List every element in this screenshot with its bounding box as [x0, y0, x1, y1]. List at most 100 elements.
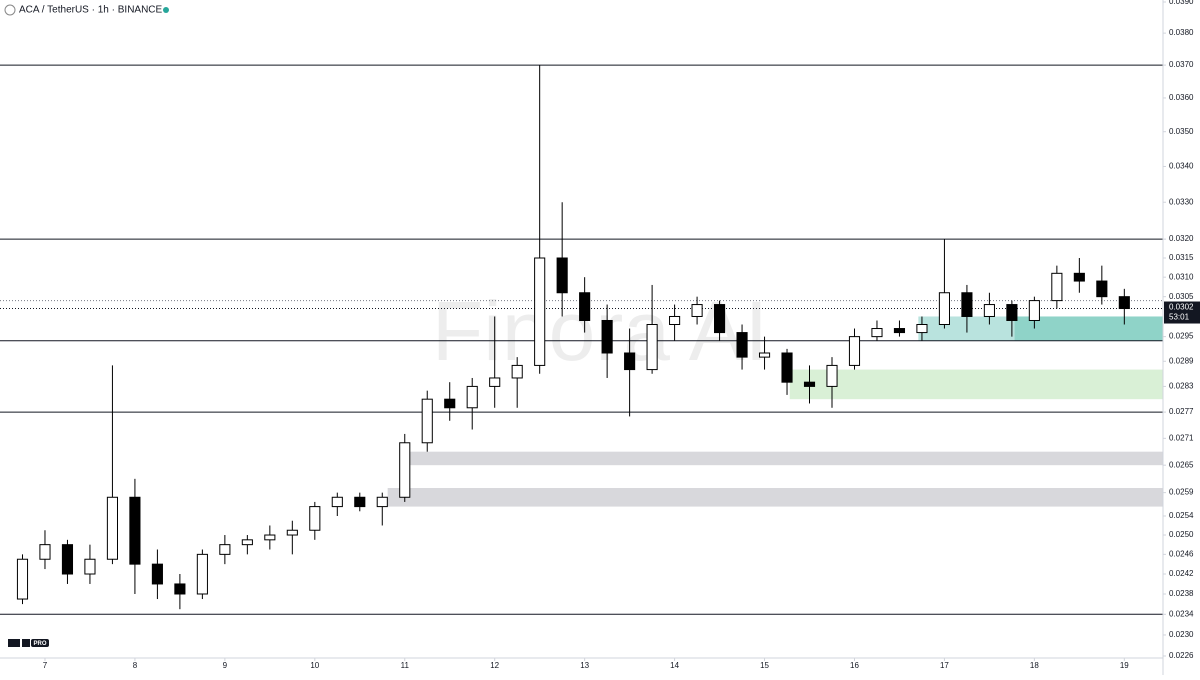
y-tick-label: 0.0238 [1169, 589, 1194, 598]
watermark: Finora AI [432, 284, 768, 378]
y-tick-label: 0.0350 [1169, 127, 1194, 136]
candle-body [331, 496, 343, 508]
candle-body [421, 398, 433, 444]
candle-body [848, 336, 861, 366]
status-dot [163, 7, 169, 13]
x-tick-label: 10 [310, 661, 319, 670]
y-tick-label: 0.0271 [1169, 433, 1194, 442]
candle-body [286, 529, 298, 536]
candle-body [1096, 280, 1108, 298]
y-tick-label: 0.0230 [1169, 630, 1194, 639]
symbol-icon [4, 4, 16, 16]
x-tick-label: 16 [850, 661, 859, 670]
candle-body [1073, 272, 1085, 282]
x-tick-label: 14 [670, 661, 679, 670]
candle-body [961, 292, 973, 317]
y-tick-label: 0.0283 [1169, 382, 1194, 391]
candle-body [781, 352, 793, 383]
candle-body [714, 304, 726, 334]
y-tick-label: 0.0242 [1169, 569, 1194, 578]
candle-body [1028, 300, 1040, 321]
candle-body [826, 364, 838, 387]
candle-body [601, 319, 613, 354]
candle-body [129, 496, 141, 565]
candle-body [893, 328, 906, 334]
x-tick-label: 18 [1030, 661, 1039, 670]
x-tick-label: 7 [43, 661, 48, 670]
symbol-title: ACA / TetherUS · 1h · BINANCE [19, 5, 163, 16]
last-price-box [1164, 301, 1200, 324]
y-tick-label: 0.0234 [1169, 609, 1194, 618]
y-tick-label: 0.0330 [1169, 197, 1194, 206]
y-tick-label: 0.0340 [1169, 162, 1194, 171]
x-tick-label: 17 [940, 661, 949, 670]
y-tick-label: 0.0360 [1169, 93, 1194, 102]
zone [410, 451, 1163, 466]
y-tick-label: 0.0246 [1169, 549, 1194, 558]
y-tick-label: 0.0277 [1169, 407, 1194, 416]
candle-body [151, 563, 163, 585]
zone [789, 369, 1163, 400]
y-tick-label: 0.0226 [1169, 651, 1194, 660]
candle-body [61, 544, 74, 575]
candle-body [106, 496, 118, 560]
y-tick-label: 0.0310 [1169, 272, 1194, 281]
y-tick-label: 0.0305 [1169, 292, 1194, 301]
candle-body [511, 364, 523, 379]
candle-body [489, 377, 501, 387]
candle-body [16, 558, 29, 600]
candle-body [556, 257, 568, 294]
y-tick-label: 0.0250 [1169, 530, 1194, 539]
candle-body [669, 315, 681, 326]
candle-body [174, 583, 186, 595]
y-tick-label: 0.0390 [1169, 0, 1194, 6]
candle-body [196, 553, 208, 595]
candle-body [691, 304, 703, 317]
candle-body [264, 534, 276, 541]
y-tick-label: 0.0254 [1169, 511, 1194, 520]
candle-body [624, 352, 636, 371]
x-tick-label: 8 [133, 661, 138, 670]
candle-body [938, 292, 950, 326]
x-tick-label: 15 [760, 661, 769, 670]
x-tick-label: 11 [401, 661, 410, 670]
countdown-label: 53:01 [1169, 313, 1190, 322]
candle-body [241, 539, 253, 546]
candle-body [309, 506, 321, 531]
plot-area [0, 64, 1164, 615]
candle-body [399, 442, 411, 498]
x-tick-label: 13 [580, 661, 589, 670]
svg-text:PRO: PRO [33, 641, 46, 647]
candle-body [736, 332, 748, 358]
y-tick-label: 0.0370 [1169, 60, 1194, 69]
y-tick-label: 0.0259 [1169, 488, 1194, 497]
candle-body [1051, 272, 1063, 302]
candle-body [219, 544, 231, 555]
candle-body [983, 304, 995, 317]
candle-body [1006, 304, 1018, 321]
candle-body [84, 558, 96, 575]
candle-body [466, 385, 478, 409]
zone [387, 488, 1164, 507]
candle-body [579, 292, 591, 321]
y-tick-label: 0.0315 [1169, 253, 1194, 262]
candle-body [871, 328, 883, 338]
candle-body [444, 398, 456, 409]
candle-body [1118, 296, 1130, 310]
candle-body [916, 324, 928, 334]
y-tick-label: 0.0320 [1169, 234, 1194, 243]
candle-body [758, 352, 771, 358]
candle-body [646, 324, 658, 371]
y-tick-label: 0.0265 [1169, 460, 1194, 469]
y-tick-label: 0.0295 [1169, 332, 1194, 341]
y-tick-label: 0.0380 [1169, 28, 1194, 37]
x-tick-label: 9 [223, 661, 228, 670]
y-tick-label: 0.0289 [1169, 356, 1194, 365]
candle-body [534, 257, 546, 366]
last-price-label: 0.0302 [1169, 303, 1194, 312]
candle-body [354, 496, 366, 508]
x-tick-label: 12 [490, 661, 499, 670]
tv-logo: PRO [8, 639, 49, 647]
candle-body [803, 381, 816, 387]
